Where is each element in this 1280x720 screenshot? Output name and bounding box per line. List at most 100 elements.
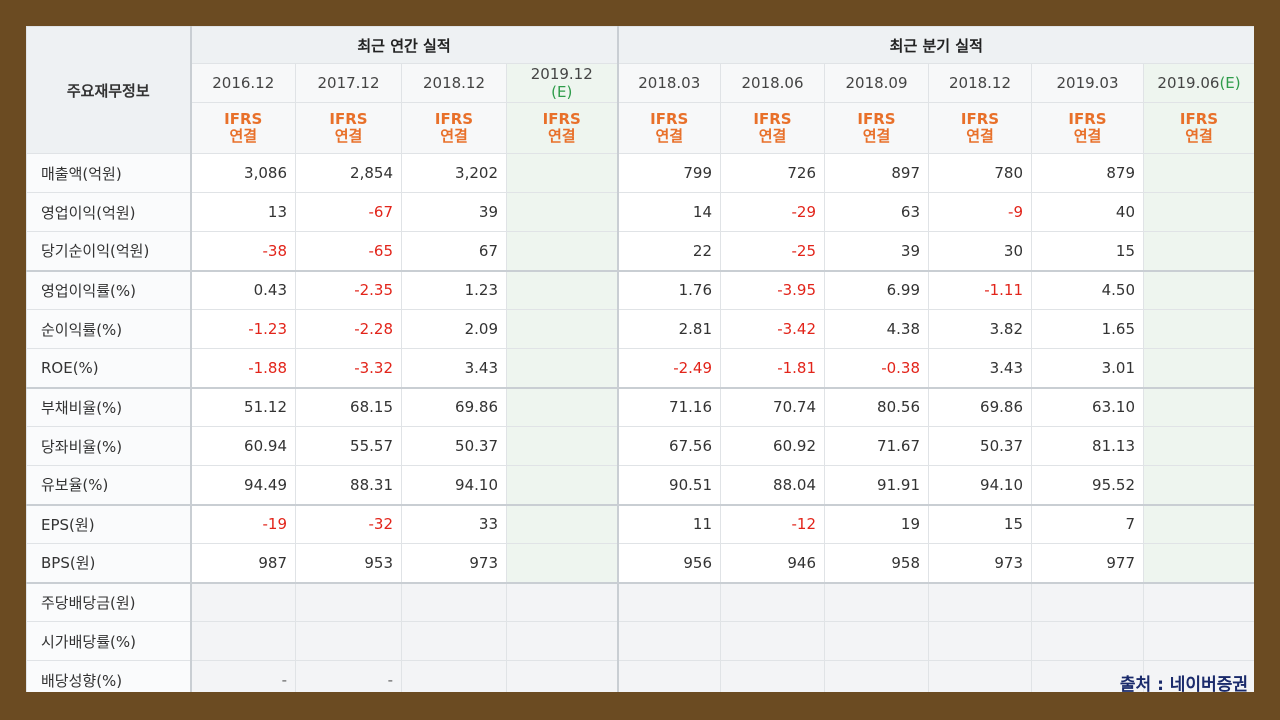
table-cell: 897 xyxy=(824,153,929,193)
table-cell: -3.95 xyxy=(720,269,825,310)
ifrs-consolidated-label: IFRS 연결 xyxy=(1142,102,1254,154)
table-cell: -2.28 xyxy=(295,309,402,349)
table-row: BPS(원) 987 953 973 956 946 958 973 977 xyxy=(26,543,1254,583)
ifrs-text: IFRS xyxy=(1179,110,1219,128)
table-cell: 958 xyxy=(824,543,929,583)
table-cell: 946 xyxy=(720,543,825,583)
table-cell xyxy=(1031,581,1144,622)
table-cell: 91.91 xyxy=(824,465,929,505)
table-cell: 1.76 xyxy=(617,269,721,310)
table-row: 부채비율(%) 51.12 68.15 69.86 71.16 70.74 80.56 69.… xyxy=(26,386,1254,427)
row-label: 당좌비율(%) xyxy=(26,426,192,466)
table-cell: 4.50 xyxy=(1031,269,1144,310)
period-date: 2018.09 xyxy=(845,74,908,92)
ifrs-consolidated-label: IFRS 연결 xyxy=(720,102,825,154)
table-cell: 2.81 xyxy=(617,309,721,349)
table-cell xyxy=(401,660,507,692)
table-cell: 879 xyxy=(1031,153,1144,193)
row-label: BPS(원) xyxy=(26,543,192,583)
table-row: 매출액(억원) 3,086 2,854 3,202 799 726 897 780 879 xyxy=(26,153,1254,193)
table-cell: 726 xyxy=(720,153,825,193)
table-cell xyxy=(1031,660,1144,692)
row-label: 시가배당률(%) xyxy=(26,621,192,661)
table-row: 주당배당금(원) xyxy=(26,581,1254,622)
row-label: 매출액(억원) xyxy=(26,153,192,193)
table-cell xyxy=(506,465,619,505)
table-cell: -25 xyxy=(720,231,825,271)
table-cell: 987 xyxy=(190,543,296,583)
table-cell: -65 xyxy=(295,231,402,271)
source-note: 출처 : 네이버증권 xyxy=(1119,675,1248,695)
table-cell xyxy=(824,621,929,661)
table-cell: -29 xyxy=(720,192,825,232)
table-cell xyxy=(506,348,619,388)
table-cell: 11 xyxy=(617,503,721,544)
table-cell: 15 xyxy=(928,503,1032,544)
table-cell: -1.88 xyxy=(190,348,296,388)
row-label: 영업이익(억원) xyxy=(26,192,192,232)
annual-period-header: 2016.12 xyxy=(190,63,296,103)
table-row: 유보율(%) 94.49 88.31 94.10 90.51 88.04 91.91 94.1… xyxy=(26,465,1254,505)
table-cell: 0.43 xyxy=(190,269,296,310)
table-cell xyxy=(506,621,619,661)
table-cell: 68.15 xyxy=(295,386,402,427)
consolidated-text: 연결 xyxy=(758,127,787,145)
table-cell: 70.74 xyxy=(720,386,825,427)
table-cell: 90.51 xyxy=(617,465,721,505)
table-cell: -0.38 xyxy=(824,348,929,388)
row-label: 영업이익률(%) xyxy=(26,269,192,310)
consolidated-text: 연결 xyxy=(655,127,684,145)
row-label: 주당배당금(원) xyxy=(26,581,192,622)
consolidated-text: 연결 xyxy=(440,127,468,145)
ifrs-text: IFRS xyxy=(960,110,1000,128)
table-row: 영업이익률(%) 0.43 -2.35 1.23 1.76 -3.95 6.99 -1.11 4… xyxy=(26,269,1254,310)
estimate-marker: (E) xyxy=(1219,74,1241,92)
consolidated-text: 연결 xyxy=(334,127,363,145)
table-cell: 94.10 xyxy=(401,465,507,505)
table-cell: 88.31 xyxy=(295,465,402,505)
table-cell xyxy=(1142,231,1254,271)
table-cell xyxy=(1142,621,1254,661)
table-cell: -38 xyxy=(190,231,296,271)
table-cell: 1.23 xyxy=(401,269,507,310)
table-cell: 956 xyxy=(617,543,721,583)
quarter-period-header: 2019.06(E) xyxy=(1142,63,1254,103)
table-cell xyxy=(1142,192,1254,232)
ifrs-text: IFRS xyxy=(753,110,792,128)
table-cell: 63.10 xyxy=(1031,386,1144,427)
ifrs-text: IFRS xyxy=(224,110,263,128)
table-cell xyxy=(506,581,619,622)
table-cell: -1.23 xyxy=(190,309,296,349)
financial-summary-table: 주요재무정보 최근 연간 실적 최근 분기 실적 2016.12 2017.12 2… xyxy=(26,26,1254,692)
table-cell xyxy=(506,269,619,310)
table-cell: 67 xyxy=(401,231,507,271)
table-cell: 3.43 xyxy=(928,348,1032,388)
table-cell xyxy=(1142,660,1254,692)
table-cell: -67 xyxy=(295,192,402,232)
table-row: 당기순이익(억원) -38 -65 67 22 -25 39 30 15 xyxy=(26,231,1254,271)
ifrs-text: IFRS xyxy=(857,110,896,128)
table-cell: 40 xyxy=(1031,192,1144,232)
table-cell xyxy=(190,621,296,661)
header-label: 주요재무정보 xyxy=(26,26,192,154)
table-cell xyxy=(506,660,619,692)
table-cell: 80.56 xyxy=(824,386,929,427)
table-cell: 94.10 xyxy=(928,465,1032,505)
financial-table-frame: 주요재무정보 최근 연간 실적 최근 분기 실적 2016.12 2017.12 2… xyxy=(26,26,1254,692)
table-cell: 3.82 xyxy=(928,309,1032,349)
consolidated-text: 연결 xyxy=(1073,127,1102,145)
table-cell xyxy=(506,426,619,466)
table-cell: 63 xyxy=(824,192,929,232)
ifrs-consolidated-label: IFRS 연결 xyxy=(1031,102,1144,154)
table-cell: 19 xyxy=(824,503,929,544)
ifrs-text: IFRS xyxy=(542,110,581,128)
table-cell: -32 xyxy=(295,503,402,544)
table-cell: 953 xyxy=(295,543,402,583)
table-cell: 973 xyxy=(401,543,507,583)
table-cell: - xyxy=(295,660,402,692)
annual-period-header: 2018.12 xyxy=(401,63,507,103)
table-cell xyxy=(1142,503,1254,544)
table-cell: 69.86 xyxy=(401,386,507,427)
period-date: 2016.12 xyxy=(212,74,275,92)
table-cell: 39 xyxy=(824,231,929,271)
